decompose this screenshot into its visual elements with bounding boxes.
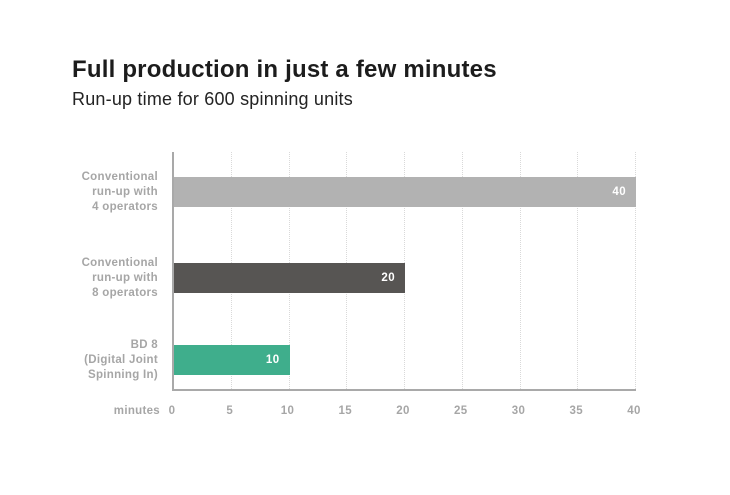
gridline (577, 152, 579, 389)
x-tick-label: 15 (338, 405, 352, 417)
x-tick-label: 25 (454, 405, 468, 417)
x-axis-unit-label: minutes (113, 405, 160, 417)
chart-title: Full production in just a few minutes (72, 56, 497, 83)
bar: 10 (174, 345, 290, 375)
x-tick-label: 5 (226, 405, 234, 417)
bar-value-label: 20 (381, 272, 395, 284)
bar: 20 (174, 263, 405, 293)
x-tick-label: 40 (627, 405, 641, 417)
x-tick-label: 20 (396, 405, 410, 417)
bar-value-label: 40 (612, 186, 626, 198)
x-tick-label: 0 (168, 405, 176, 417)
category-label: BD 8 (Digital Joint Spinning In) (84, 338, 158, 381)
plot-area: 40 20 10 (172, 152, 636, 391)
category-label: Conventional run-up with 8 operators (81, 256, 158, 299)
bar-value-label: 10 (265, 354, 280, 366)
x-tick-label: 10 (280, 405, 295, 417)
x-tick-label: 35 (569, 405, 583, 417)
gridline (461, 152, 463, 389)
gridline (519, 152, 521, 389)
x-tick-label: 30 (511, 405, 526, 417)
gridline (635, 152, 636, 389)
chart-subtitle: Run-up time for 600 spinning units (72, 89, 353, 109)
category-label: Conventional run-up with 4 operators (81, 170, 158, 213)
bar: 40 (174, 177, 636, 207)
